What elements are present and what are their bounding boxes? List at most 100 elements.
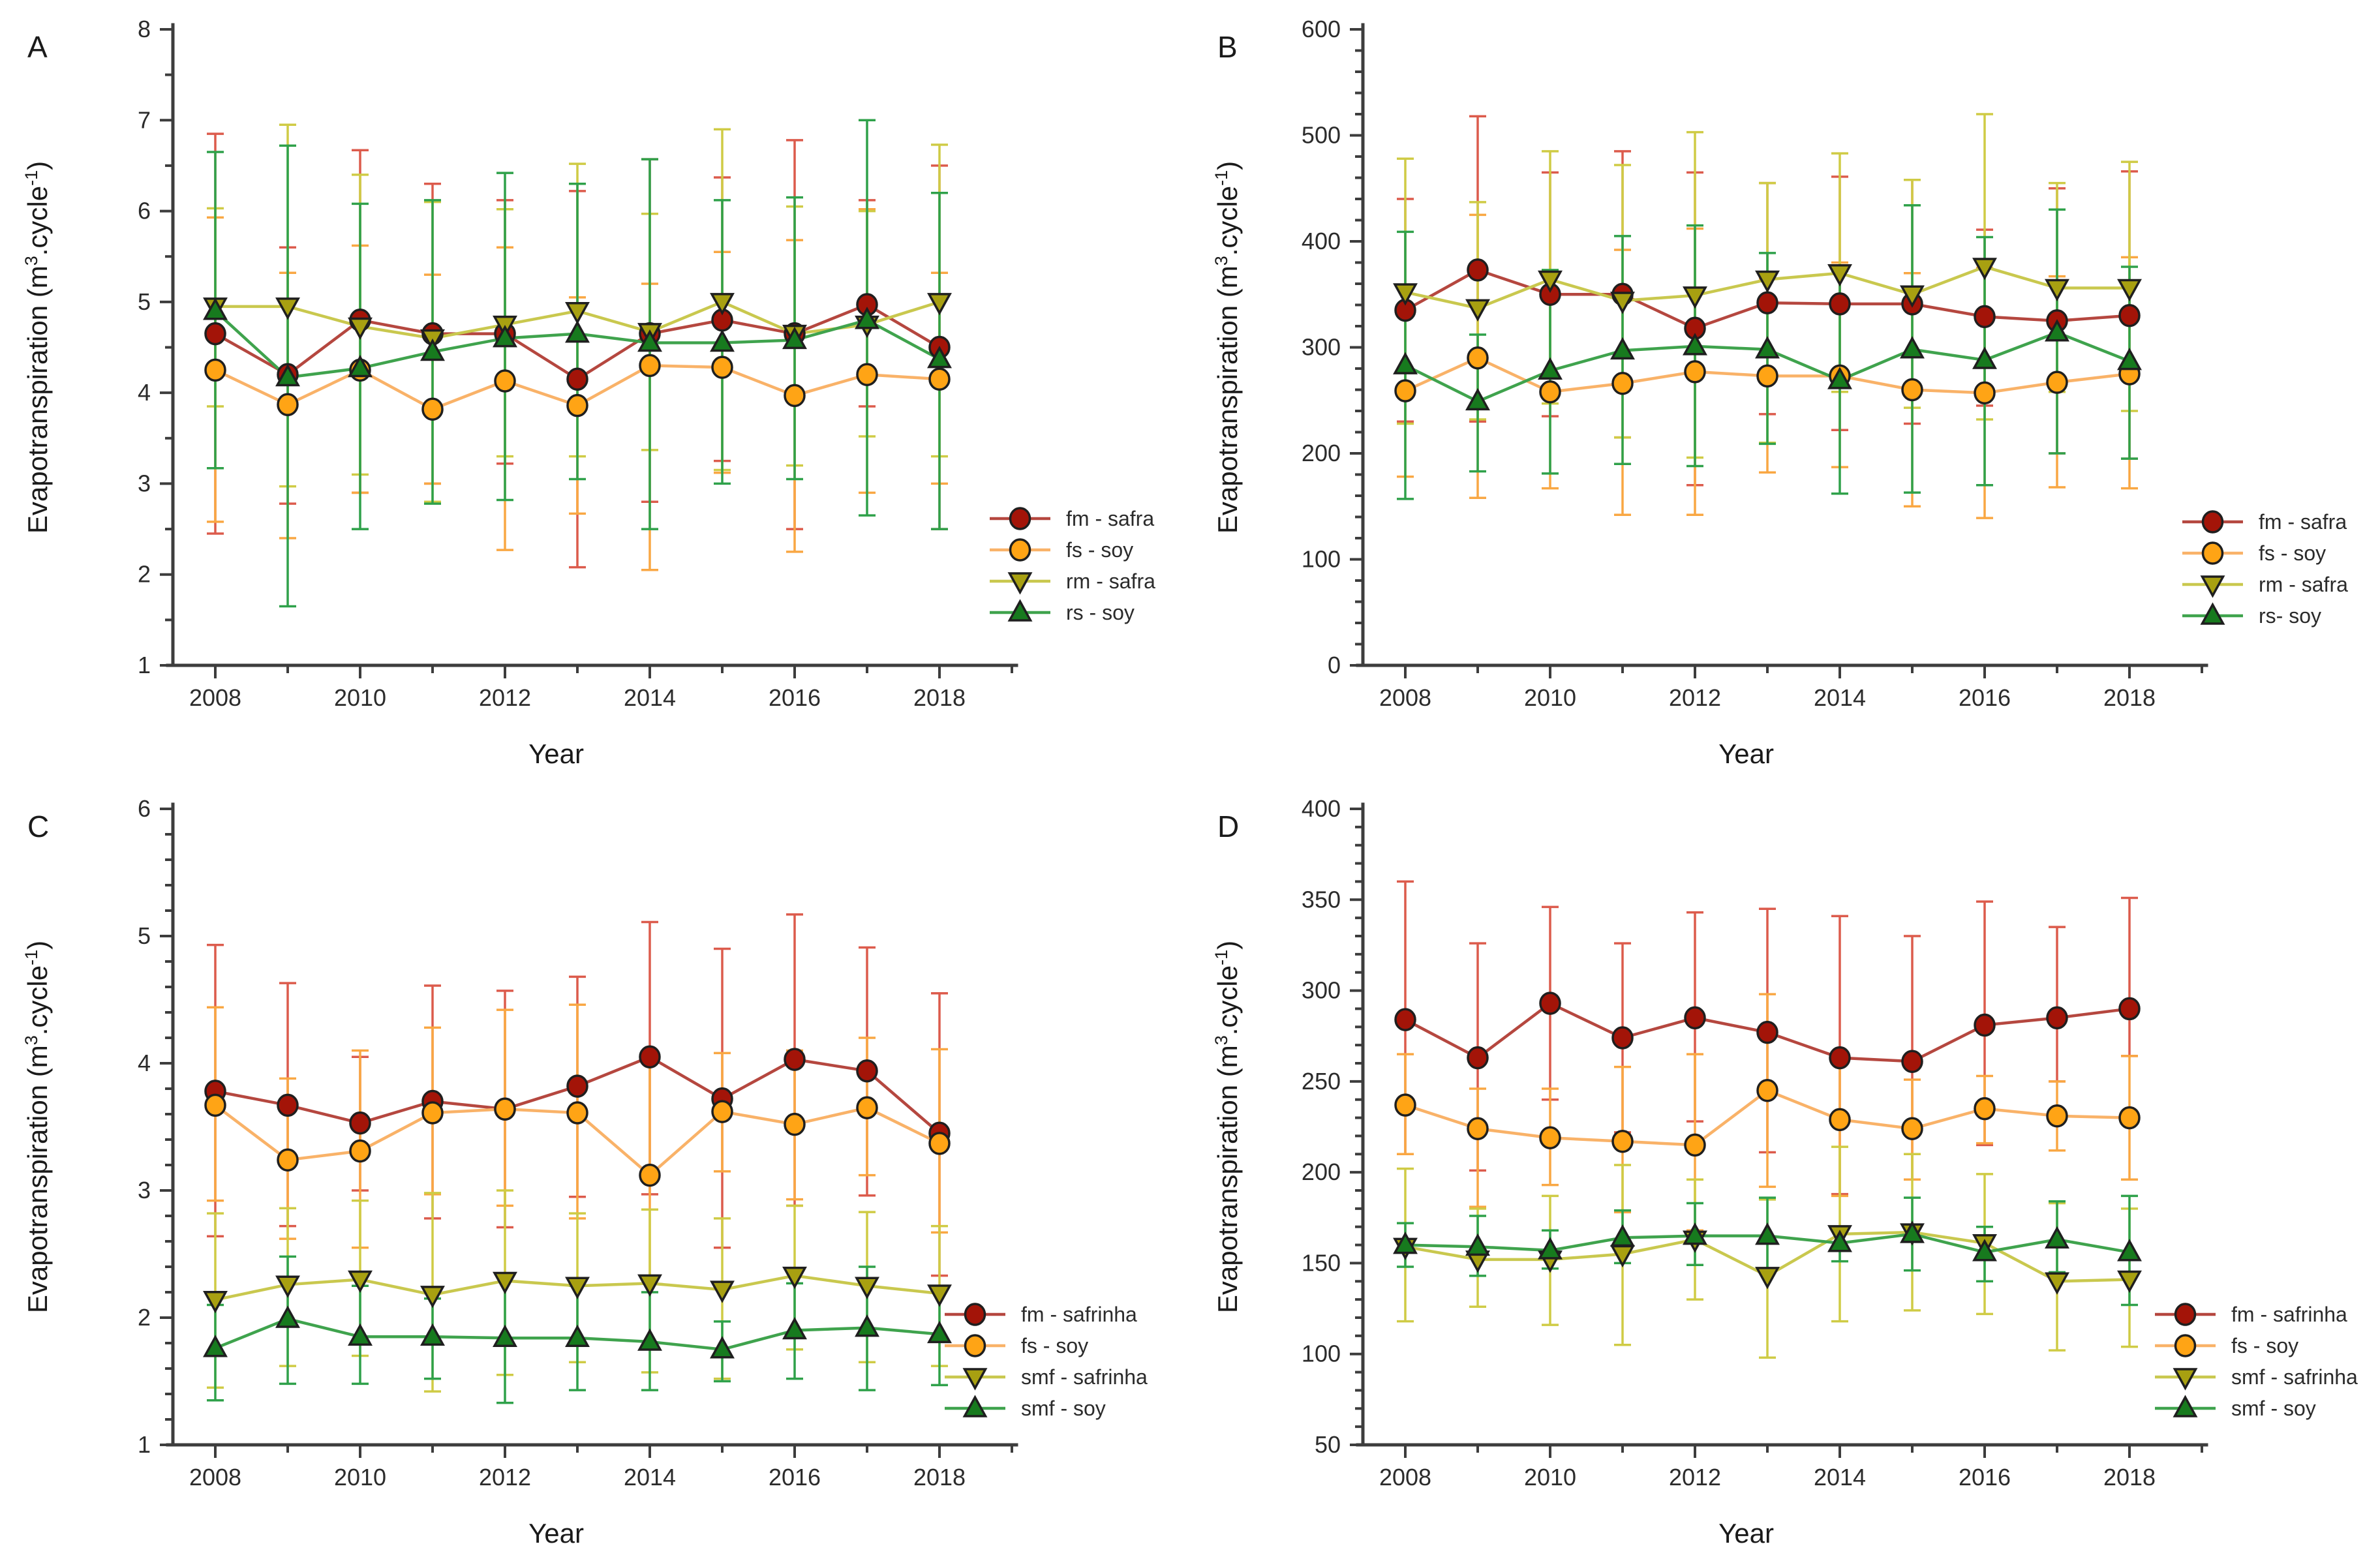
data-point-marker	[784, 384, 806, 408]
x-tick-label: 2016	[769, 1464, 821, 1491]
data-point-marker	[856, 1096, 878, 1119]
data-point-marker	[1393, 283, 1418, 306]
y-tick-label: 500	[1302, 122, 1341, 149]
data-point-marker	[493, 324, 517, 348]
data-point-marker	[566, 393, 588, 417]
x-tick-label: 2018	[913, 1464, 966, 1491]
data-point-marker	[1756, 1079, 1778, 1102]
y-tick-label: 250	[1302, 1068, 1341, 1095]
legend-label: fm - safrinha	[1021, 1303, 1137, 1326]
series-markers-fm-safrinha	[1394, 991, 2141, 1073]
data-point-marker	[1900, 285, 1925, 308]
series-markers-fs-soy	[204, 1093, 951, 1187]
data-point-marker	[1467, 1046, 1489, 1070]
data-point-marker	[275, 297, 300, 320]
x-tick-label: 2008	[189, 684, 241, 711]
legend: fm - safra fs - soy rm - safra rs- soy	[2182, 510, 2348, 628]
panel-c-cell: 1 2 3 4 5 6 2008 2010 2012 2014 2016 2018 fm - safri…	[0, 780, 1190, 1559]
x-tick-label: 2018	[2103, 1464, 2156, 1491]
data-point-marker	[710, 293, 735, 316]
data-point-marker	[204, 358, 226, 382]
x-tick-label: 2012	[1669, 684, 1721, 711]
legend-label: fs - soy	[1021, 1334, 1088, 1357]
data-point-marker	[1610, 337, 1635, 360]
data-point-marker	[710, 1280, 735, 1303]
data-point-marker	[421, 397, 444, 421]
data-point-marker	[1684, 1006, 1706, 1030]
x-tick-label: 2018	[913, 684, 966, 711]
series-markers-smf-soy	[203, 1305, 952, 1359]
data-point-marker	[1829, 1046, 1851, 1070]
chart-panel-c: 1 2 3 4 5 6 2008 2010 2012 2014 2016 2018 fm - safri…	[0, 780, 1190, 1559]
y-tick-label: 7	[138, 106, 151, 133]
x-tick-label: 2010	[334, 1464, 386, 1491]
data-point-marker	[1755, 336, 1780, 359]
panel-b-cell: 0 100 200 300 400 500 600 2008 2010 2012 2014 2016 2…	[1190, 0, 2380, 780]
data-point-marker	[494, 1097, 516, 1121]
data-point-marker	[1467, 1117, 1489, 1141]
data-point-marker	[711, 1100, 733, 1123]
y-tick-label: 300	[1302, 977, 1341, 1004]
data-point-marker	[1465, 387, 1490, 411]
data-point-marker	[1901, 1050, 1923, 1073]
data-point-marker	[782, 1266, 807, 1290]
data-point-marker	[348, 354, 373, 378]
data-point-marker	[2118, 1106, 2141, 1130]
y-tick-label: 5	[138, 922, 151, 949]
data-point-marker	[1394, 1093, 1416, 1117]
data-point-marker	[1901, 378, 1923, 402]
legend-marker	[2173, 1395, 2198, 1417]
y-tick-label: 100	[1302, 1340, 1341, 1367]
data-point-marker	[565, 1277, 590, 1299]
panel-letter: A	[27, 30, 48, 64]
y-tick-label: 6	[138, 198, 151, 224]
panel-d-cell: 50 100 150 200 250 300 350 400 2008 2010 2012 2014 2…	[1190, 780, 2380, 1559]
legend-marker	[964, 1334, 986, 1357]
data-point-marker	[2046, 371, 2068, 394]
data-point-marker	[349, 1111, 371, 1135]
x-ticks	[214, 665, 1013, 678]
y-tick-label: 3	[138, 470, 151, 496]
data-point-marker	[1974, 381, 1996, 405]
data-point-marker	[1827, 1230, 1852, 1252]
data-point-marker	[1974, 305, 1996, 329]
legend-label: fs - soy	[2231, 1334, 2298, 1357]
data-point-marker	[1611, 1130, 1634, 1153]
y-tick-label: 1	[138, 1431, 151, 1458]
data-point-marker	[277, 393, 299, 416]
legend-marker	[1007, 599, 1033, 622]
panel-letter: D	[1217, 810, 1239, 843]
panel-letter: C	[27, 810, 49, 843]
legend-label: smf - soy	[2231, 1397, 2316, 1420]
data-point-marker	[1538, 357, 1563, 380]
axes	[1356, 802, 2208, 1447]
x-tick-label: 2010	[1524, 684, 1576, 711]
data-point-marker	[1684, 1133, 1706, 1157]
data-point-marker	[1684, 360, 1706, 384]
y-tick-label: 300	[1302, 334, 1341, 361]
data-point-marker	[1756, 1020, 1778, 1044]
data-point-marker	[855, 1277, 879, 1299]
data-point-marker	[784, 1048, 806, 1071]
y-tick-label: 400	[1302, 228, 1341, 254]
data-point-marker	[348, 1270, 373, 1294]
data-point-marker	[566, 367, 588, 391]
data-point-marker	[855, 307, 879, 329]
data-point-marker	[710, 329, 735, 352]
data-point-marker	[275, 1275, 300, 1298]
data-point-marker	[348, 1323, 373, 1346]
data-point-marker	[710, 1336, 735, 1359]
x-tick-label: 2012	[479, 1464, 531, 1491]
legend-marker	[2174, 1334, 2197, 1357]
y-axis-title: Evapotranspiration (m3.cycle-1)	[22, 941, 53, 1313]
x-ticks	[1404, 1445, 2203, 1458]
data-point-marker	[1610, 292, 1635, 314]
legend-marker	[2173, 1368, 2198, 1391]
y-ticks	[160, 28, 173, 667]
legend-marker	[2201, 541, 2224, 565]
data-point-marker	[565, 320, 590, 343]
data-point-marker	[1539, 1126, 1561, 1149]
data-point-marker	[204, 1093, 226, 1117]
data-point-marker	[2045, 1226, 2069, 1249]
y-axis-title: Evapotranspiration (m3.cycle-1)	[1212, 941, 1243, 1313]
